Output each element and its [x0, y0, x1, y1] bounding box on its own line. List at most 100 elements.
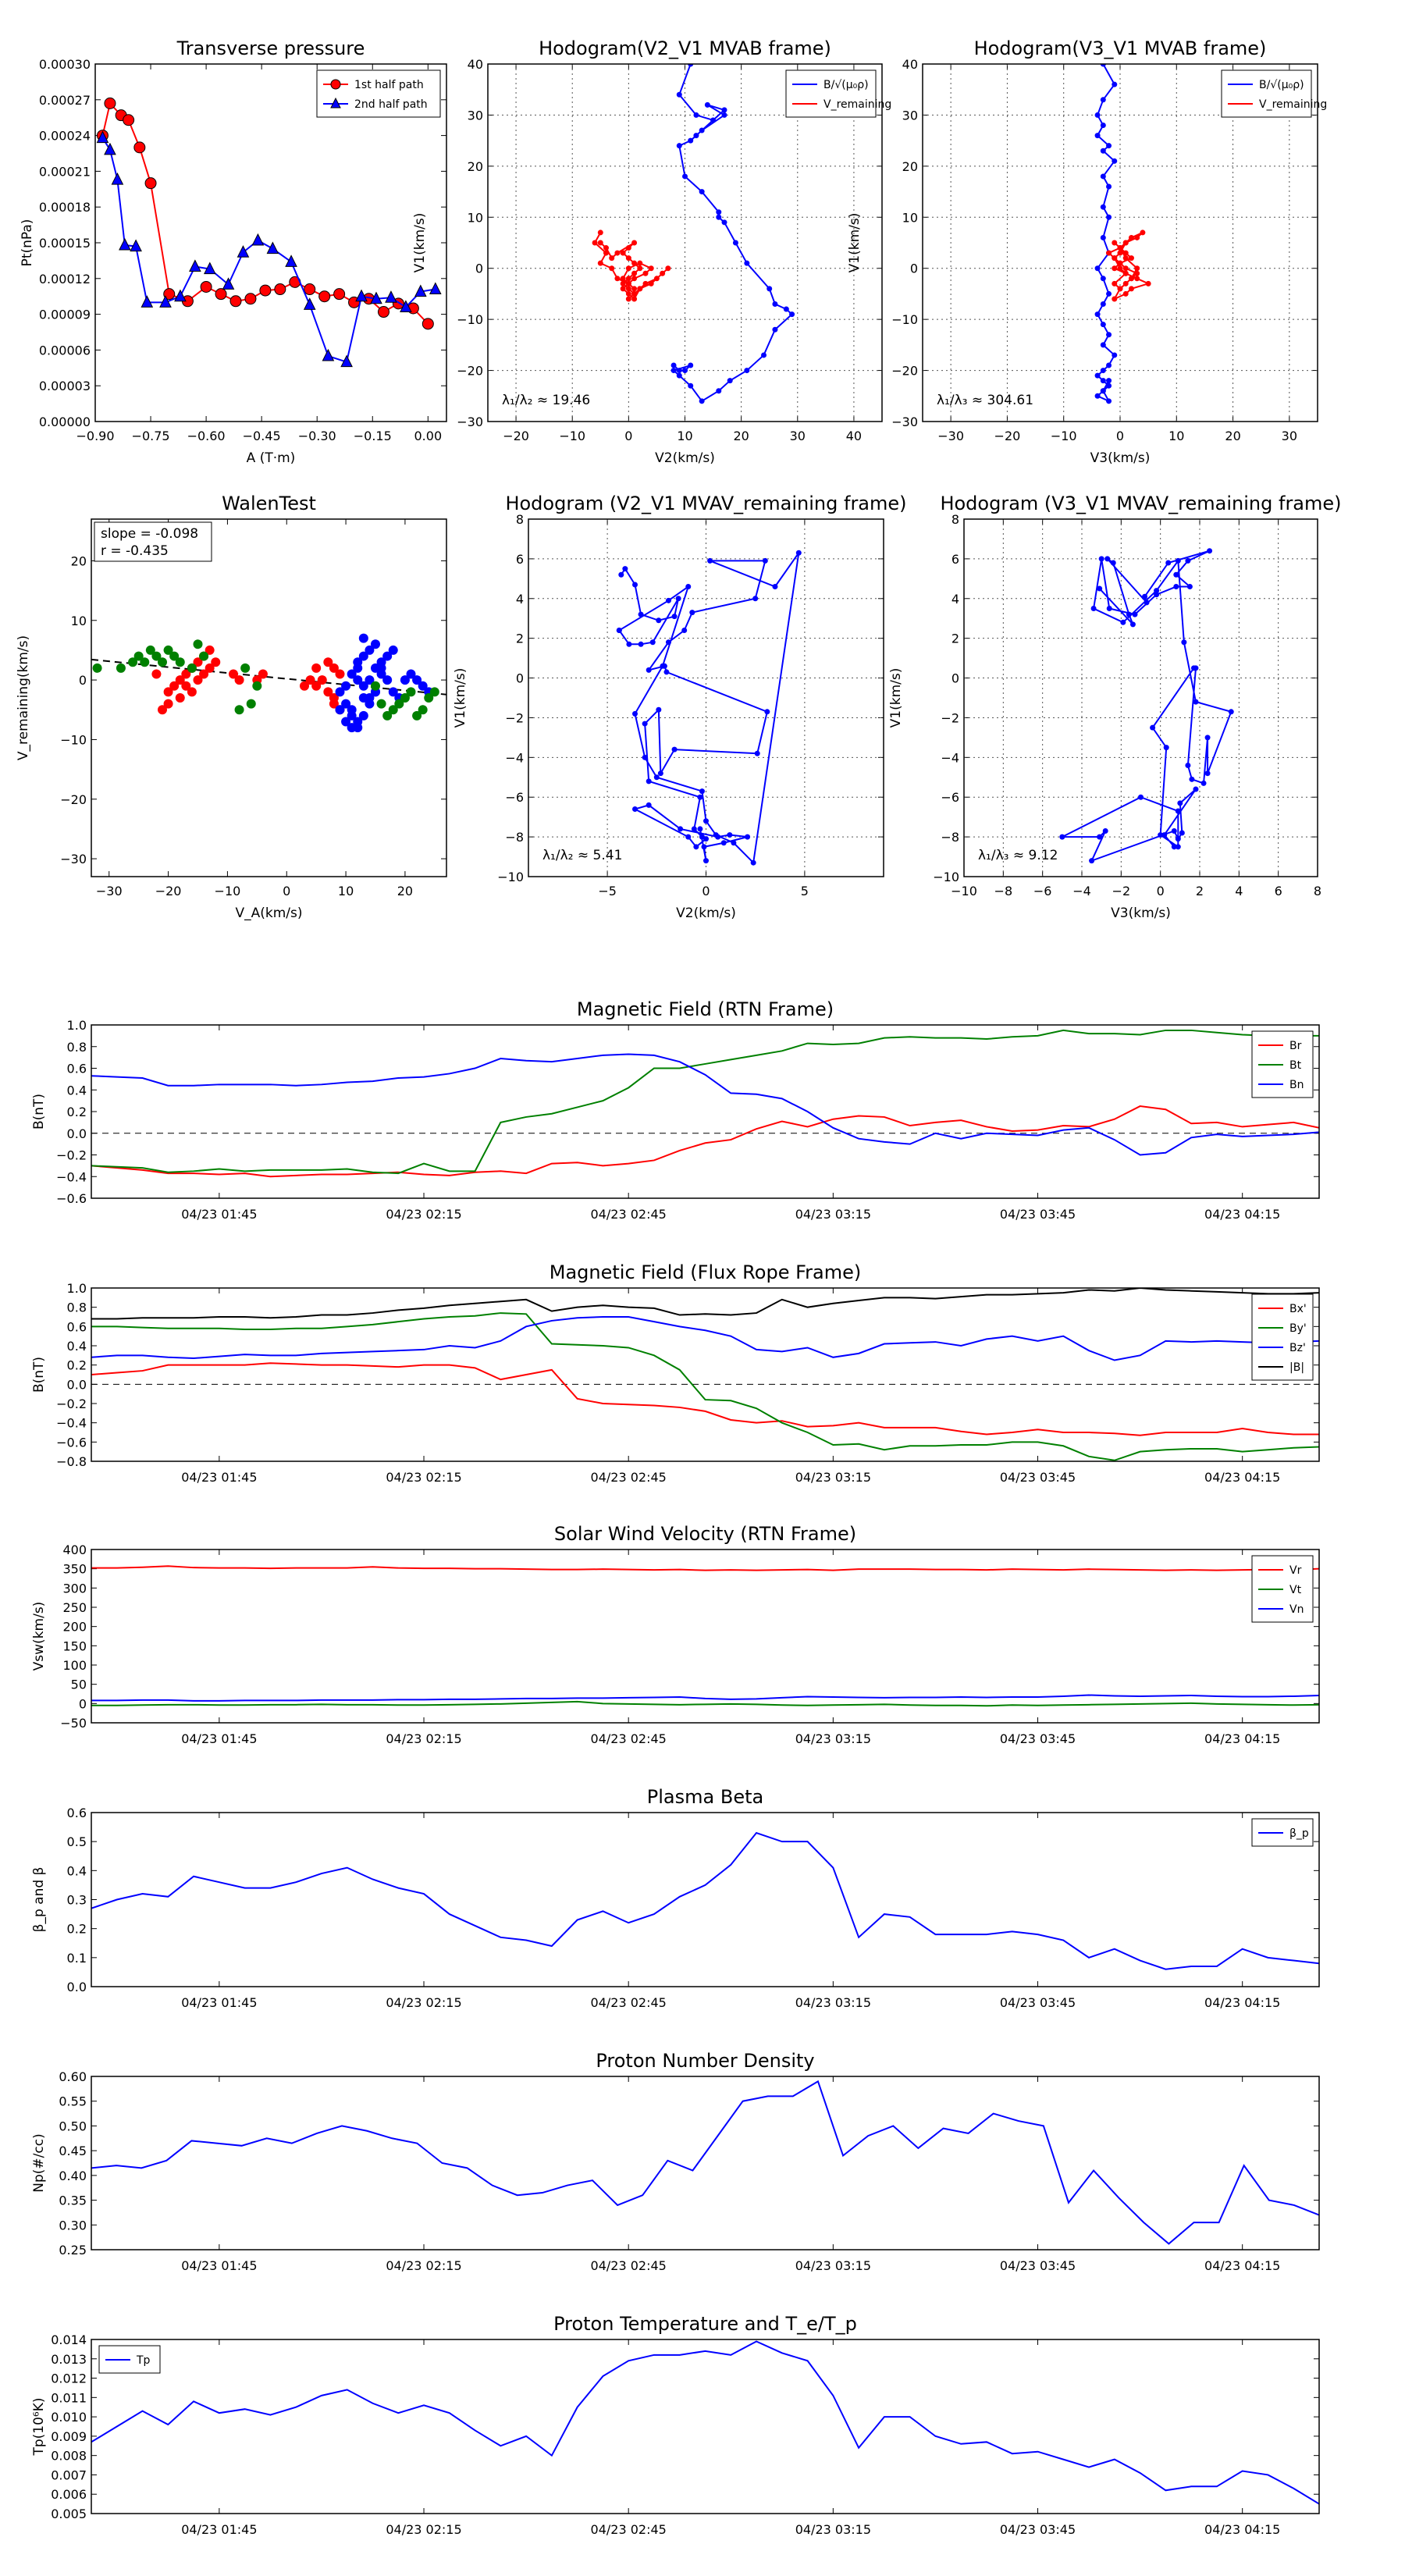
- data-point: [229, 295, 242, 308]
- data-point: [1228, 709, 1234, 715]
- data-point: [752, 596, 759, 602]
- x-tick-label: 04/23 04:15: [1204, 1207, 1280, 1222]
- data-point: [1142, 593, 1148, 600]
- data-point: [259, 284, 272, 297]
- data-point: [631, 296, 638, 302]
- y-tick-label: 0.00009: [39, 308, 91, 322]
- data-point: [123, 114, 135, 126]
- y-tick-label: 0.60: [59, 2069, 87, 2084]
- data-point: [704, 101, 710, 108]
- data-point: [370, 291, 382, 304]
- data-point: [688, 382, 694, 389]
- series-line-Bt: [91, 1029, 1319, 1175]
- data-point: [424, 693, 434, 703]
- x-tick-label: 04/23 03:45: [1000, 1731, 1076, 1746]
- data-point: [1117, 260, 1123, 266]
- data-point: [133, 651, 144, 661]
- data-point: [631, 276, 638, 282]
- data-point: [400, 300, 412, 312]
- panel-walen: WalenTest −30 −20 −10 0 10 20 −30 −20 −10 0 10 20 V_A…: [16, 493, 447, 921]
- data-point: [1100, 276, 1106, 282]
- y-tick-label: 0.00027: [39, 93, 91, 108]
- data-point: [1112, 255, 1118, 262]
- data-point: [625, 255, 631, 262]
- series-line-Bz': [91, 1316, 1319, 1361]
- y-tick-label: 0.6: [67, 1062, 87, 1076]
- data-point: [707, 557, 713, 564]
- data-point: [671, 746, 678, 753]
- panel-h21: Hodogram(V2_V1 MVAB frame) −30 −20 −10 0 10 20…: [412, 37, 891, 466]
- x-tick-label: 0: [624, 429, 632, 443]
- data-point: [638, 641, 644, 647]
- data-point: [701, 844, 707, 850]
- legend-label: By': [1289, 1322, 1307, 1335]
- y-tick-label: 30: [902, 108, 918, 123]
- y-tick-label: −8: [505, 830, 524, 845]
- data-point: [1175, 557, 1181, 564]
- x-tick-label: 10: [677, 429, 692, 443]
- y-tick-label: 8: [951, 512, 959, 527]
- y-axis-label: V1(km/s): [412, 213, 428, 273]
- data-point: [151, 651, 162, 661]
- data-point: [671, 614, 678, 620]
- series-line-0: [1062, 550, 1232, 863]
- panel-vsw: Solar Wind Velocity (RTN Frame) −50 0 50 100…: [31, 1523, 1320, 1746]
- x-tick-label: 20: [397, 884, 413, 898]
- legend-label: 1st half path: [354, 79, 424, 91]
- data-point: [616, 627, 622, 633]
- data-point: [1100, 204, 1106, 210]
- data-point: [1122, 280, 1129, 286]
- y-tick-label: −4: [505, 750, 524, 765]
- plot-area: [91, 2340, 1319, 2505]
- x-tick-label: 04/23 01:45: [181, 2258, 257, 2273]
- data-point: [1175, 844, 1181, 850]
- legend-label: Bt: [1289, 1059, 1302, 1072]
- x-tick-label: 04/23 03:15: [795, 2258, 871, 2273]
- data-point: [699, 189, 705, 195]
- data-point: [1094, 372, 1101, 379]
- data-point: [661, 663, 667, 669]
- panel-tp: Proton Temperature and T_e/T_p 0.005 0.006…: [31, 2313, 1320, 2537]
- data-point: [1158, 832, 1164, 838]
- data-point: [158, 705, 167, 715]
- y-tick-label: 0.50: [59, 2119, 87, 2133]
- data-point: [720, 840, 727, 846]
- data-point: [699, 127, 705, 133]
- plot-frame: [91, 1812, 1320, 1987]
- y-tick-label: 2: [516, 632, 524, 646]
- data-point: [744, 260, 750, 266]
- data-point: [1132, 611, 1138, 617]
- data-point: [347, 723, 357, 733]
- data-point: [745, 834, 751, 840]
- y-tick-label: 0.0: [67, 1126, 87, 1141]
- data-point: [1100, 301, 1106, 308]
- data-point: [648, 265, 654, 272]
- data-point: [258, 669, 268, 679]
- plot-area: [91, 2080, 1319, 2245]
- panel-h21r: Hodogram (V2_V1 MVAV_remaining frame) −10…: [453, 493, 907, 921]
- data-point: [1117, 286, 1123, 292]
- x-tick-label: 04/23 01:45: [181, 1731, 257, 1746]
- legend-label: Vn: [1289, 1603, 1304, 1616]
- data-point: [412, 710, 422, 720]
- x-tick-label: 04/23 04:15: [1204, 1731, 1280, 1746]
- data-point: [727, 378, 733, 384]
- data-point: [175, 657, 185, 667]
- x-tick-label: 04/23 01:45: [181, 1207, 257, 1222]
- data-point: [631, 290, 638, 297]
- y-tick-label: 0.009: [51, 2429, 87, 2444]
- data-point: [353, 675, 363, 685]
- y-axis-label: V1(km/s): [888, 668, 904, 728]
- data-point: [169, 651, 180, 661]
- data-point: [300, 681, 309, 691]
- data-point: [642, 754, 648, 760]
- panel-bfr: Magnetic Field (Flux Rope Frame) −0.8 −0.6…: [31, 1261, 1320, 1485]
- data-point: [750, 859, 756, 866]
- data-point: [163, 288, 176, 301]
- data-point: [193, 657, 203, 667]
- data-point: [418, 705, 428, 715]
- data-point: [697, 794, 703, 800]
- data-point: [1134, 276, 1140, 282]
- legend-label: |B|: [1289, 1361, 1304, 1374]
- data-point: [365, 645, 375, 655]
